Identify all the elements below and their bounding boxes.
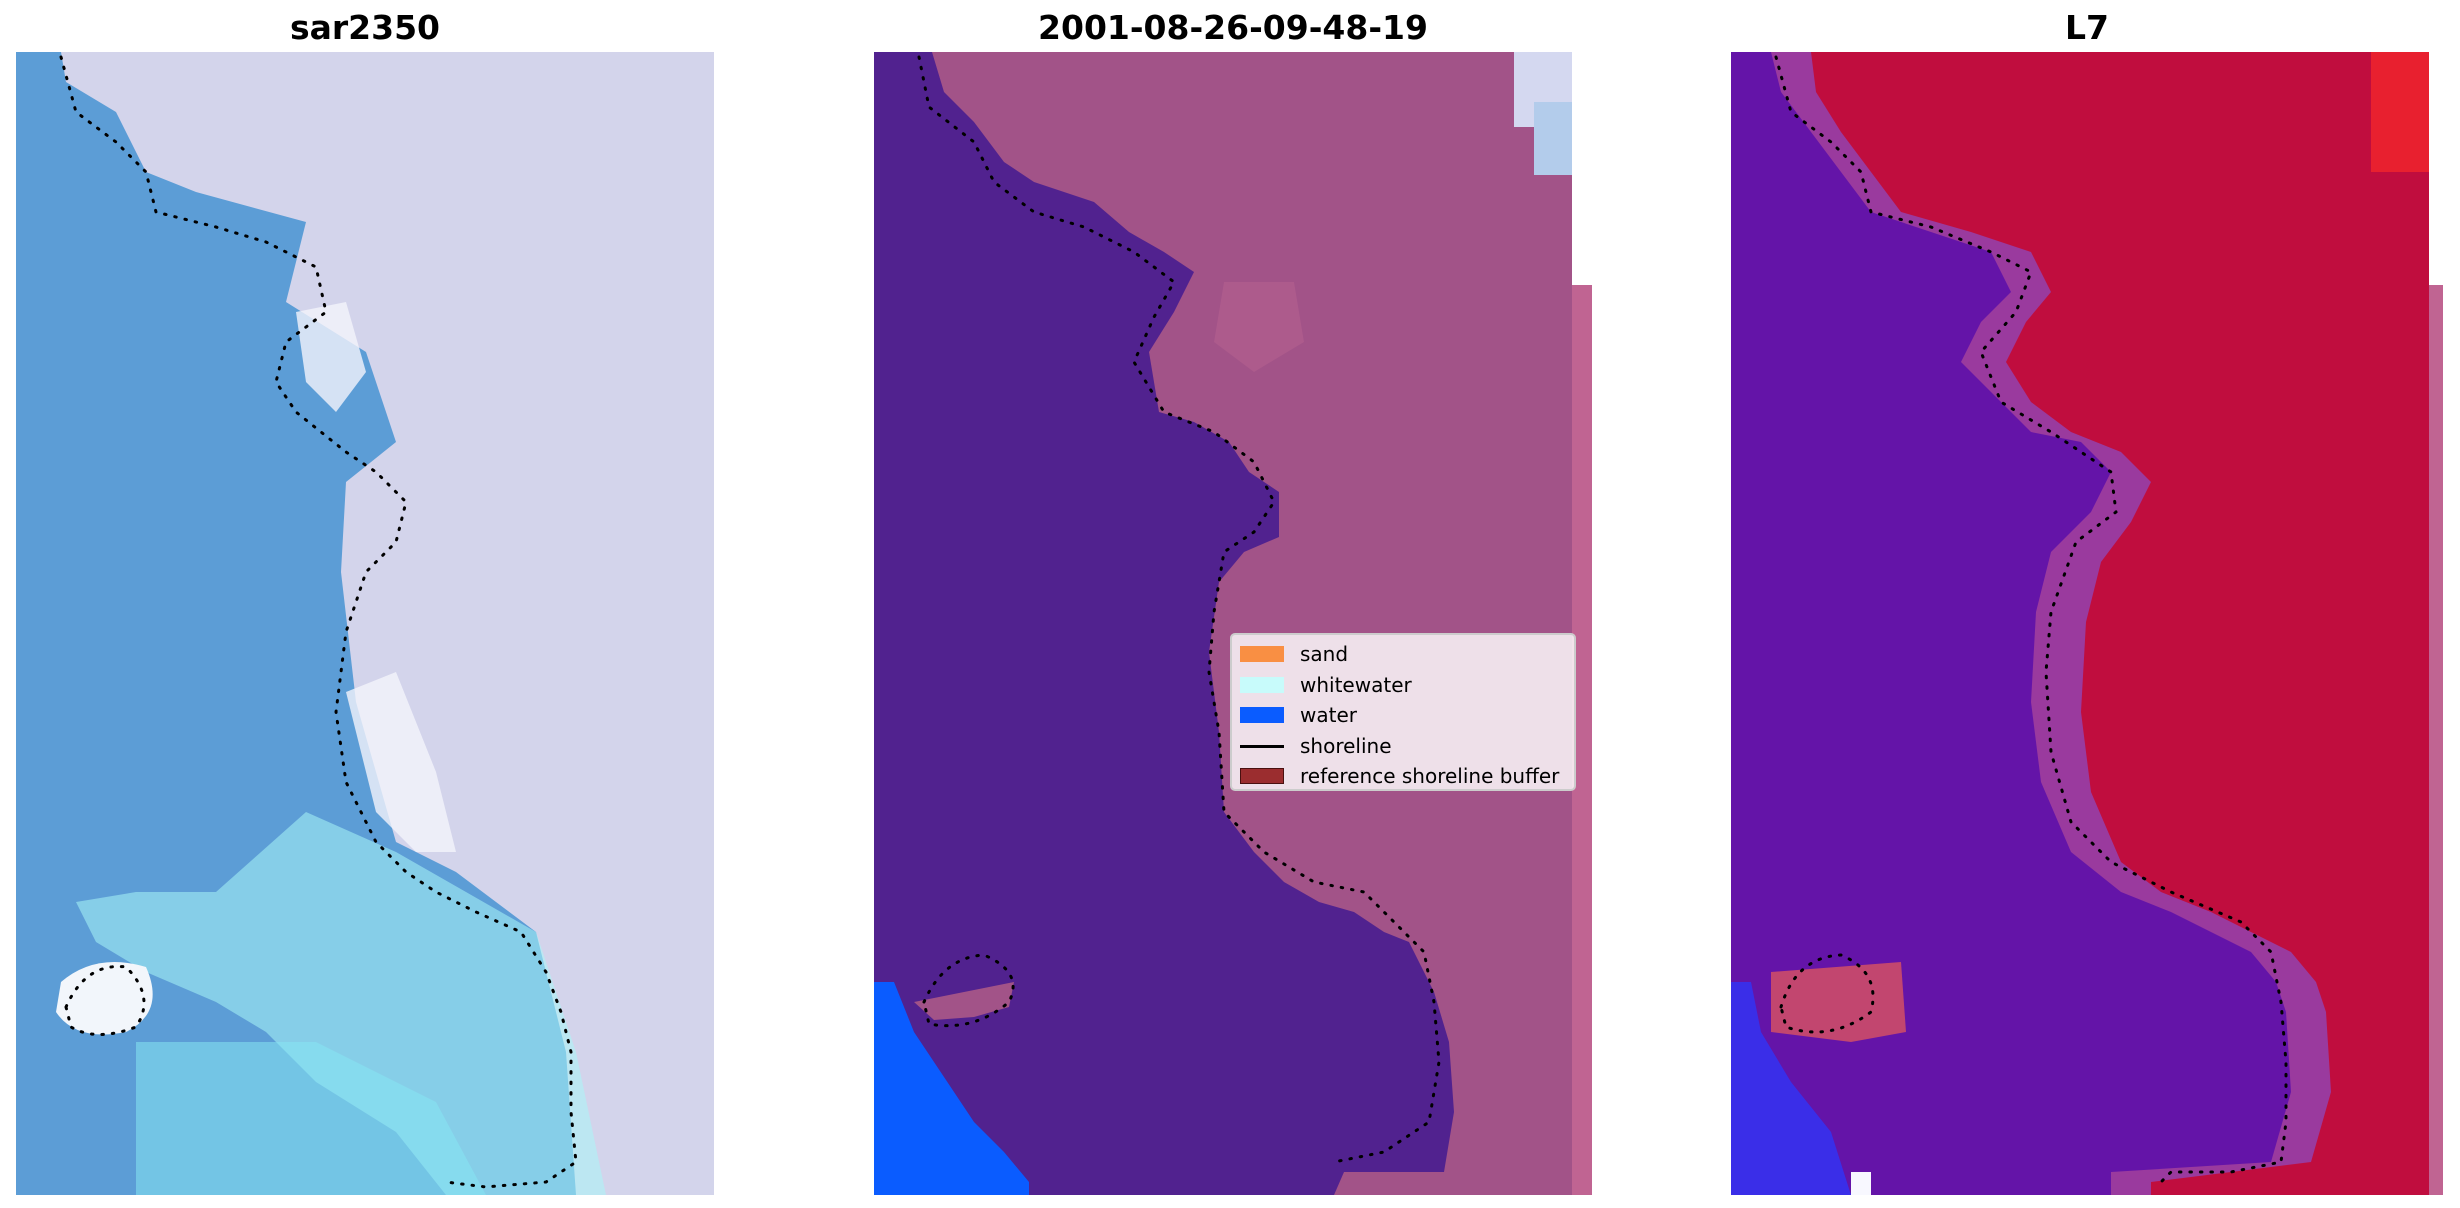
shoreline-island: [1779, 953, 1875, 1034]
index-water-strong: [1731, 982, 1851, 1195]
panel-title-classification: 2001-08-26-09-48-19: [1038, 8, 1428, 47]
class-sand-light: [1214, 282, 1304, 372]
legend-swatch-whitewater: [1240, 676, 1284, 693]
rgb-whitewater-streak-2: [296, 302, 366, 412]
legend-item-sand: sand: [1240, 639, 1566, 670]
class-sand-overlay: [932, 52, 1572, 1195]
panel-title-rgb: sar2350: [289, 8, 441, 47]
legend-swatch-reference-buffer: [1240, 768, 1284, 785]
class-island-sand: [914, 982, 1014, 1020]
legend-label-water: water: [1300, 703, 1357, 728]
rgb-nearshore-cyan: [136, 1042, 486, 1195]
classification-image: [874, 52, 1592, 1195]
legend-item-water: water: [1240, 700, 1566, 731]
legend-item-whitewater: whitewater: [1240, 670, 1566, 701]
legend-swatch-shoreline: [1240, 738, 1284, 754]
index-land: [1811, 52, 2429, 1195]
legend: sand whitewater water shoreline referenc…: [1230, 633, 1576, 791]
legend-item-shoreline: shoreline: [1240, 731, 1566, 762]
legend-label-shoreline: shoreline: [1300, 733, 1392, 758]
legend-swatch-water: [1240, 707, 1284, 724]
rgb-island: [56, 962, 153, 1035]
index-image: [1731, 52, 2443, 1195]
class-water-region: [874, 982, 1029, 1195]
rgb-image: [16, 52, 714, 1195]
rgb-whitewater-surf: [76, 812, 606, 1195]
rgb-beach: [61, 52, 714, 1195]
shoreline: [1774, 55, 2288, 1184]
index-island: [1771, 962, 1906, 1042]
panel-title-index: L7: [2065, 8, 2109, 47]
legend-label-sand: sand: [1300, 642, 1349, 667]
rgb-whitewater-streak: [346, 672, 456, 852]
legend-item-reference-buffer: reference shoreline buffer: [1240, 761, 1566, 792]
legend-label-whitewater: whitewater: [1300, 672, 1412, 697]
shoreline: [917, 55, 1441, 1164]
shoreline-island: [922, 953, 1015, 1028]
legend-label-reference-buffer: reference shoreline buffer: [1300, 764, 1560, 789]
class-sand-edge: [1572, 285, 1592, 1195]
legend-swatch-sand: [1240, 646, 1284, 663]
index-red-corner: [2371, 52, 2429, 172]
